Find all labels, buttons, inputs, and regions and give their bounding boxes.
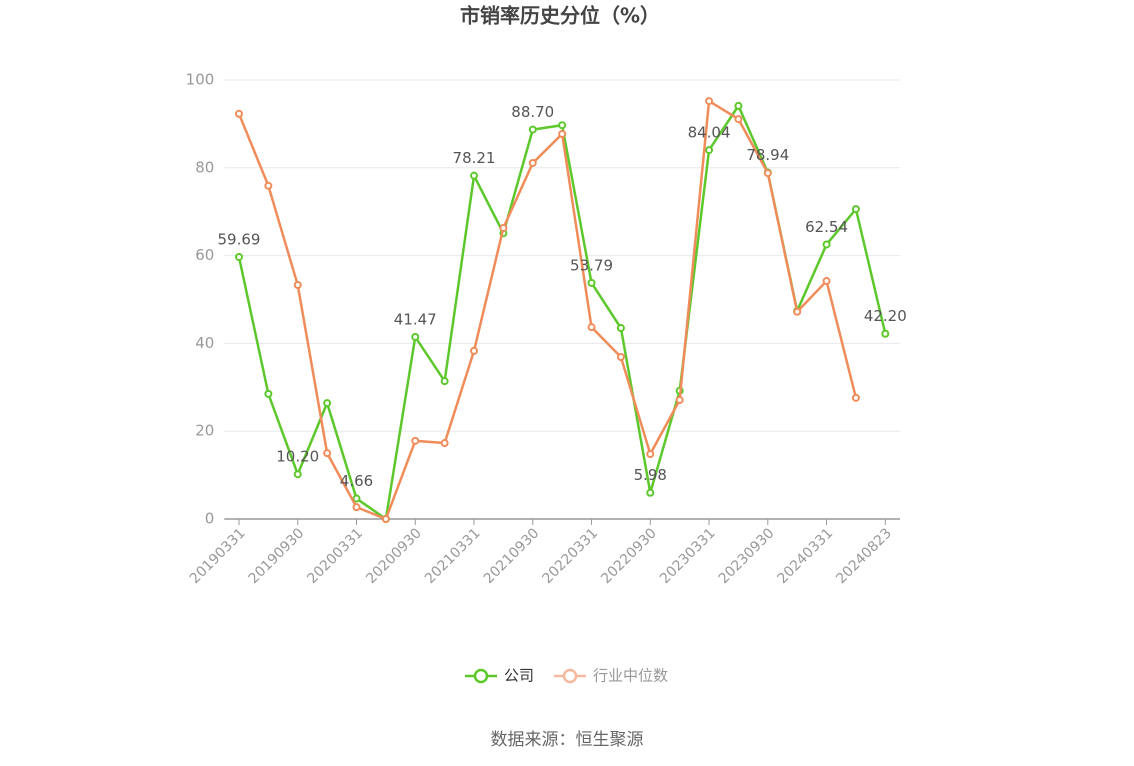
point: [293, 470, 302, 479]
point: [528, 158, 537, 167]
y-tick-label: 20: [195, 422, 214, 440]
source-note: 数据来源：恒生聚源: [491, 730, 644, 750]
x-tick-label: 20240331: [775, 525, 837, 587]
x-tick-label: 20220331: [539, 525, 601, 587]
point: [234, 252, 243, 261]
point: [323, 399, 332, 408]
point: [470, 171, 479, 180]
point: [411, 332, 420, 341]
point: [264, 181, 273, 190]
point: [264, 389, 273, 398]
data-label: 10.20: [276, 448, 319, 466]
point: [323, 449, 332, 458]
legend-label: 行业中位数: [593, 667, 668, 685]
point: [616, 324, 625, 333]
y-tick-label: 60: [195, 246, 214, 264]
x-tick-label: 20200331: [304, 525, 366, 587]
data-label: 41.47: [394, 310, 437, 328]
point: [587, 278, 596, 287]
point: [499, 223, 508, 232]
point: [440, 439, 449, 448]
point: [352, 503, 361, 512]
point: [616, 353, 625, 362]
x-tick-label: 20240823: [833, 525, 895, 587]
x-tick-label: 20230331: [657, 525, 719, 587]
legend-marker: [562, 668, 578, 684]
point: [851, 205, 860, 214]
point: [646, 488, 655, 497]
point: [822, 277, 831, 286]
point: [675, 396, 684, 405]
data-label: 5.98: [634, 466, 667, 484]
data-label: 62.54: [805, 218, 848, 236]
chart-title: 市销率历史分位（%）: [460, 4, 660, 28]
point: [352, 494, 361, 503]
point: [705, 97, 714, 106]
x-tick-label: 20200930: [363, 525, 425, 587]
point: [293, 281, 302, 290]
data-label: 78.94: [746, 146, 789, 164]
point: [793, 307, 802, 316]
x-tick-label: 20190930: [246, 525, 308, 587]
data-label: 59.69: [218, 230, 261, 248]
point: [734, 101, 743, 110]
point: [558, 121, 567, 130]
point: [440, 377, 449, 386]
y-tick-label: 100: [186, 71, 215, 89]
point: [234, 109, 243, 118]
y-tick-label: 80: [195, 158, 214, 176]
x-tick-label: 20190331: [187, 525, 249, 587]
point: [381, 515, 390, 523]
y-tick-label: 40: [195, 334, 214, 352]
point: [734, 115, 743, 124]
data-label: 42.20: [864, 307, 907, 325]
point: [763, 169, 772, 178]
x-tick-label: 20230930: [716, 525, 778, 587]
point: [558, 129, 567, 138]
data-label: 53.79: [570, 256, 613, 274]
point: [646, 450, 655, 459]
legend-label: 公司: [504, 667, 534, 685]
data-label: 4.66: [340, 472, 373, 490]
data-label: 84.04: [688, 124, 731, 142]
point: [851, 393, 860, 402]
point: [822, 240, 831, 249]
x-tick-label: 20220930: [598, 525, 660, 587]
x-tick-label: 20210930: [481, 525, 543, 587]
point: [411, 436, 420, 445]
point: [705, 146, 714, 155]
point: [528, 125, 537, 134]
point: [587, 323, 596, 332]
series-line: [237, 98, 858, 521]
y-tick-label: 0: [205, 510, 215, 528]
point: [881, 329, 890, 338]
data-label: 78.21: [453, 149, 496, 167]
point: [470, 346, 479, 355]
x-tick-label: 20210331: [422, 525, 484, 587]
data-label: 88.70: [511, 103, 554, 121]
legend-marker: [473, 668, 489, 684]
